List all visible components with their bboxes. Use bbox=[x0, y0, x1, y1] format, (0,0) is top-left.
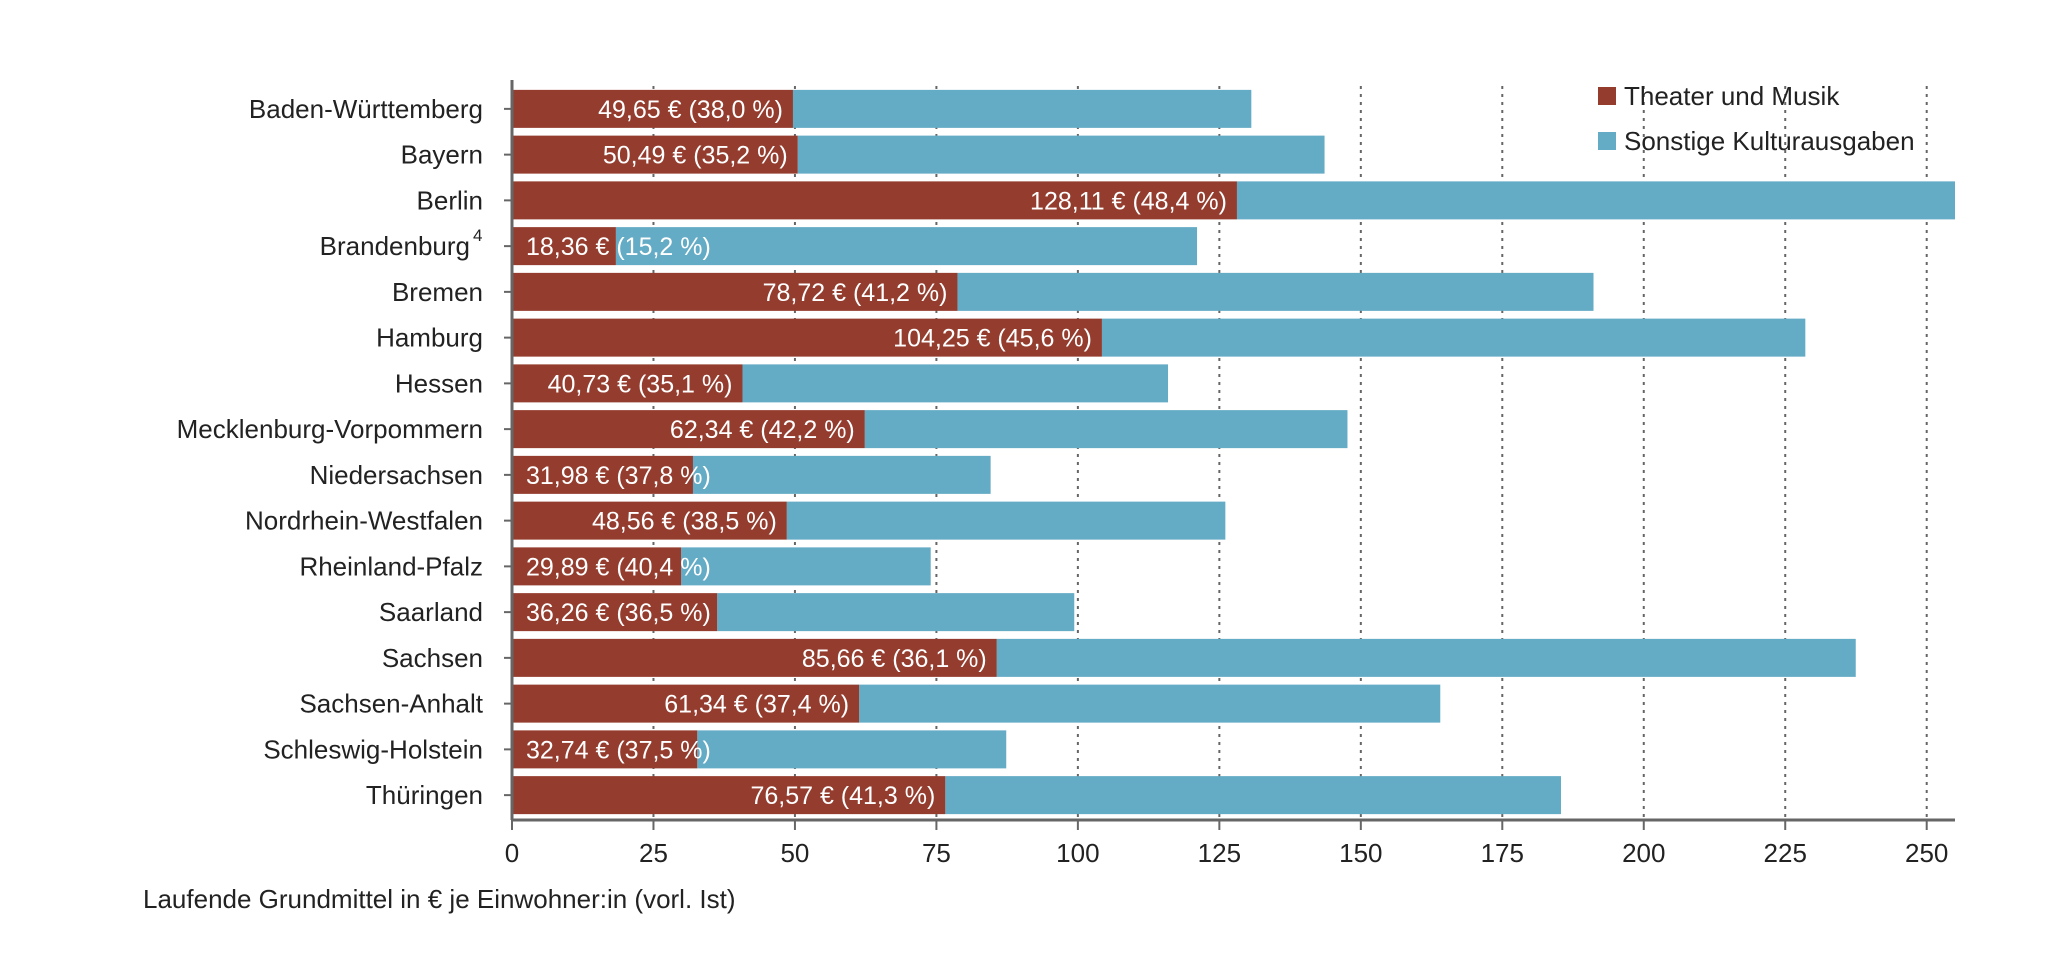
category-label: Niedersachsen bbox=[310, 460, 483, 490]
x-tick-label: 150 bbox=[1339, 838, 1382, 868]
bar-theater-musik bbox=[512, 776, 946, 815]
bar-theater-musik bbox=[512, 135, 798, 174]
bar-sonstige bbox=[615, 227, 1198, 266]
bar-theater-musik bbox=[512, 730, 698, 769]
legend-swatch bbox=[1598, 87, 1616, 105]
bar-theater-musik bbox=[512, 501, 787, 540]
bar-data-label: 78,72 € (41,2 %) bbox=[763, 279, 948, 307]
x-tick-label: 250 bbox=[1905, 838, 1948, 868]
bar-theater-musik bbox=[512, 684, 860, 723]
category-label: Thüringen bbox=[366, 780, 483, 810]
category-label: Brandenburg bbox=[320, 231, 470, 261]
bar-data-label: 32,74 € (37,5 %) bbox=[526, 736, 711, 764]
labels-layer: 49,65 € (38,0 %) Baden-Württemberg 50,49 €… bbox=[177, 94, 1227, 810]
category-label: Sachsen bbox=[382, 643, 483, 673]
bar-sonstige bbox=[957, 272, 1594, 311]
x-tick-label: 175 bbox=[1481, 838, 1524, 868]
bar-data-label: 62,34 € (42,2 %) bbox=[670, 416, 855, 444]
bar-theater-musik bbox=[512, 89, 793, 128]
bar-sonstige bbox=[786, 501, 1226, 540]
bar-sonstige bbox=[945, 776, 1561, 815]
bar-theater-musik bbox=[512, 181, 1237, 220]
legend-swatch bbox=[1598, 132, 1616, 150]
bar-theater-musik bbox=[512, 455, 693, 494]
bar-data-label: 29,89 € (40,4 %) bbox=[526, 553, 711, 581]
bar-sonstige bbox=[697, 730, 1007, 769]
bar-data-label: 40,73 € (35,1 %) bbox=[548, 370, 733, 398]
bar-data-label: 31,98 € (37,8 %) bbox=[526, 462, 711, 490]
x-tick-label: 75 bbox=[922, 838, 951, 868]
bar-sonstige bbox=[692, 455, 991, 494]
bar-sonstige bbox=[681, 547, 931, 586]
category-superscript: 4 bbox=[473, 226, 482, 245]
category-label: Bremen bbox=[392, 277, 483, 307]
category-label: Berlin bbox=[417, 185, 483, 215]
bar-data-label: 128,11 € (48,4 %) bbox=[1030, 187, 1227, 215]
x-tick-label: 25 bbox=[639, 838, 668, 868]
bar-sonstige bbox=[717, 593, 1075, 632]
bar-theater-musik bbox=[512, 410, 865, 449]
legend-label: Sonstige Kulturausgaben bbox=[1624, 126, 1915, 156]
bar-sonstige bbox=[1101, 318, 1806, 357]
bar-theater-musik bbox=[512, 364, 743, 403]
bar-sonstige bbox=[792, 89, 1252, 128]
bar-theater-musik bbox=[512, 227, 616, 266]
category-label: Nordrhein-Westfalen bbox=[245, 506, 483, 536]
axis-layer: 0 25 50 75 100 125 150 175 200 225 250 Laufende Gru… bbox=[143, 80, 1955, 914]
x-tick-label: 200 bbox=[1622, 838, 1665, 868]
category-label: Rheinland-Pfalz bbox=[299, 551, 483, 581]
category-label: Mecklenburg-Vorpommern bbox=[177, 414, 483, 444]
legend-label: Theater und Musik bbox=[1624, 81, 1840, 111]
bar-data-label: 104,25 € (45,6 %) bbox=[893, 325, 1092, 353]
x-tick-label: 50 bbox=[780, 838, 809, 868]
category-label: Baden-Württemberg bbox=[249, 94, 483, 124]
x-axis-title: Laufende Grundmittel in € je Einwohner:i… bbox=[143, 884, 736, 914]
bar-theater-musik bbox=[512, 547, 682, 586]
bar-sonstige bbox=[1236, 181, 1955, 220]
bar-data-label: 48,56 € (38,5 %) bbox=[592, 508, 777, 536]
bar-data-label: 50,49 € (35,2 %) bbox=[603, 142, 788, 170]
x-tick-label: 0 bbox=[505, 838, 519, 868]
bars-layer bbox=[512, 89, 1955, 815]
bar-theater-musik bbox=[512, 272, 958, 311]
category-label: Schleswig-Holstein bbox=[263, 734, 483, 764]
bar-theater-musik bbox=[512, 318, 1102, 357]
bar-data-label: 76,57 € (41,3 %) bbox=[750, 782, 935, 810]
bar-sonstige bbox=[996, 638, 1856, 677]
category-label: Sachsen-Anhalt bbox=[299, 689, 483, 719]
bar-theater-musik bbox=[512, 638, 997, 677]
bar-data-label: 85,66 € (36,1 %) bbox=[802, 645, 987, 673]
legend: Theater und Musik Sonstige Kulturausgaben bbox=[1598, 81, 1915, 156]
bar-sonstige bbox=[797, 135, 1325, 174]
category-label: Saarland bbox=[379, 597, 483, 627]
x-tick-label: 125 bbox=[1198, 838, 1241, 868]
bar-sonstige bbox=[742, 364, 1169, 403]
category-label: Hessen bbox=[395, 368, 483, 398]
bar-data-label: 61,34 € (37,4 %) bbox=[664, 691, 849, 719]
x-tick-label: 100 bbox=[1056, 838, 1099, 868]
bar-sonstige bbox=[859, 684, 1441, 723]
bar-sonstige bbox=[864, 410, 1348, 449]
bar-data-label: 49,65 € (38,0 %) bbox=[598, 96, 783, 124]
bar-data-label: 18,36 € (15,2 %) bbox=[526, 233, 711, 261]
bar-theater-musik bbox=[512, 593, 718, 632]
x-tick-label: 225 bbox=[1764, 838, 1807, 868]
category-label: Hamburg bbox=[376, 323, 483, 353]
category-label: Bayern bbox=[401, 140, 483, 170]
bar-data-label: 36,26 € (36,5 %) bbox=[526, 599, 711, 627]
